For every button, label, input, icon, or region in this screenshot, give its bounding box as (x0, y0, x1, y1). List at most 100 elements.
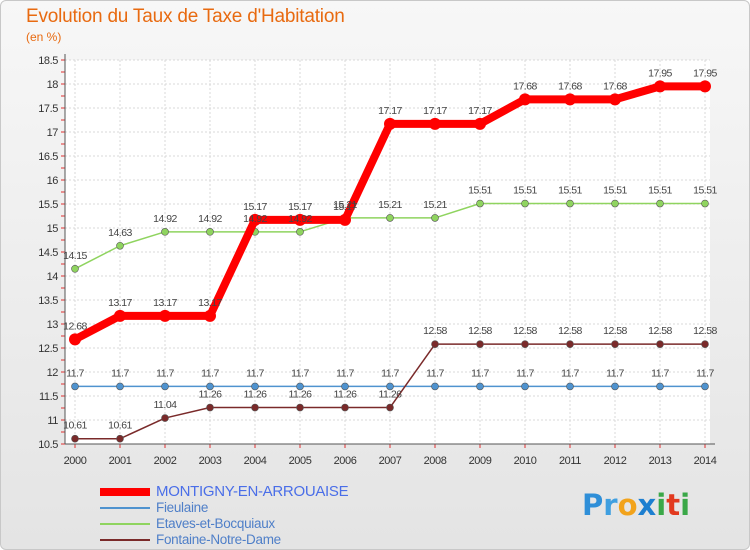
data-label: 13.17 (153, 297, 177, 309)
data-label: 15.51 (648, 185, 672, 197)
data-label: 10.61 (63, 420, 87, 432)
data-point (566, 382, 574, 391)
data-label: 17.17 (423, 105, 447, 117)
data-point (474, 117, 486, 130)
data-label: 12.58 (513, 325, 537, 337)
data-point (699, 80, 711, 93)
data-label: 15.51 (513, 185, 537, 197)
data-point (204, 309, 216, 322)
x-tick-label: 2002 (154, 455, 177, 467)
data-label: 14.92 (153, 213, 177, 225)
data-label: 11.7 (561, 367, 579, 379)
logo-letter: P (582, 488, 604, 522)
data-label: 11.7 (156, 367, 174, 379)
y-tick-label: 15.5 (38, 199, 58, 211)
legend-label: Etaves-et-Bocquiaux (156, 516, 275, 531)
data-point (341, 403, 349, 412)
data-point (161, 228, 169, 236)
data-label: 17.17 (468, 105, 492, 117)
logo-letter: i (656, 488, 667, 522)
data-point (564, 93, 576, 106)
data-label: 12.58 (648, 325, 672, 337)
data-point (251, 382, 259, 391)
x-tick-label: 2010 (514, 455, 537, 467)
data-point (71, 434, 79, 443)
data-point (521, 340, 529, 348)
x-tick-label: 2006 (334, 455, 357, 467)
data-point (386, 403, 394, 412)
chart-subtitle: (en %) (26, 30, 62, 44)
logo-letter: t (666, 488, 681, 522)
data-label: 13.17 (198, 297, 222, 309)
data-label: 17.68 (513, 80, 537, 92)
data-label: 11.04 (154, 399, 178, 411)
data-point (71, 382, 79, 391)
data-point (611, 340, 619, 348)
data-point (69, 333, 81, 346)
data-point (296, 382, 304, 391)
data-point (116, 434, 124, 443)
data-point (206, 228, 214, 236)
data-point (384, 117, 396, 130)
data-point (476, 340, 484, 348)
data-point (116, 241, 124, 250)
data-point (386, 382, 394, 391)
data-label: 11.7 (336, 367, 354, 379)
data-point (206, 382, 214, 391)
data-label: 15.51 (693, 185, 717, 197)
data-point (656, 382, 664, 391)
y-tick-label: 12.5 (38, 343, 58, 355)
y-tick-label: 12 (47, 367, 59, 379)
data-label: 11.7 (201, 367, 219, 379)
y-tick-label: 18.5 (38, 55, 58, 67)
data-point (609, 93, 621, 106)
x-tick-label: 2013 (649, 455, 672, 467)
data-label: 11.7 (291, 367, 309, 379)
y-tick-label: 16.5 (38, 151, 58, 163)
data-point (701, 199, 709, 208)
data-label: 15.51 (603, 185, 627, 197)
data-label: 15.21 (333, 199, 357, 211)
legend-label: Fieulaine (156, 500, 209, 515)
data-label: 11.26 (199, 389, 223, 401)
data-label: 12.58 (558, 325, 582, 337)
logo-letter: i (680, 488, 691, 522)
data-point (566, 340, 574, 348)
data-point (341, 382, 349, 391)
data-point (431, 382, 439, 391)
x-tick-label: 2004 (244, 455, 267, 467)
data-label: 15.21 (378, 199, 402, 211)
data-point (611, 382, 619, 391)
data-label: 12.58 (693, 325, 717, 337)
data-label: 15.17 (333, 201, 357, 213)
data-point (566, 199, 574, 208)
data-point (701, 340, 709, 348)
data-label: 11.7 (606, 367, 624, 379)
data-label: 17.68 (603, 80, 627, 92)
x-tick-label: 2008 (424, 455, 447, 467)
data-point (476, 199, 484, 208)
data-label: 17.68 (558, 80, 582, 92)
data-point (114, 309, 126, 322)
data-point (249, 213, 261, 226)
data-label: 11.7 (111, 367, 129, 379)
data-point (386, 214, 394, 222)
data-label: 17.95 (648, 67, 672, 79)
legend-label: MONTIGNY-EN-ARROUAISE (156, 483, 349, 500)
data-label: 11.26 (379, 389, 403, 401)
legend-swatch (100, 488, 150, 496)
y-tick-label: 14.5 (38, 247, 58, 259)
data-label: 11.26 (334, 389, 358, 401)
data-label: 15.51 (558, 185, 582, 197)
data-label: 17.95 (693, 67, 717, 79)
data-label: 12.58 (603, 325, 627, 337)
y-tick-label: 13.5 (38, 295, 58, 307)
data-point (431, 214, 439, 222)
data-point (611, 199, 619, 208)
proxiti-logo: Proxiti (582, 488, 690, 522)
data-point (116, 382, 124, 391)
x-tick-label: 2003 (199, 455, 222, 467)
data-point (701, 382, 709, 391)
y-tick-label: 18 (47, 79, 59, 91)
data-point (656, 199, 664, 208)
